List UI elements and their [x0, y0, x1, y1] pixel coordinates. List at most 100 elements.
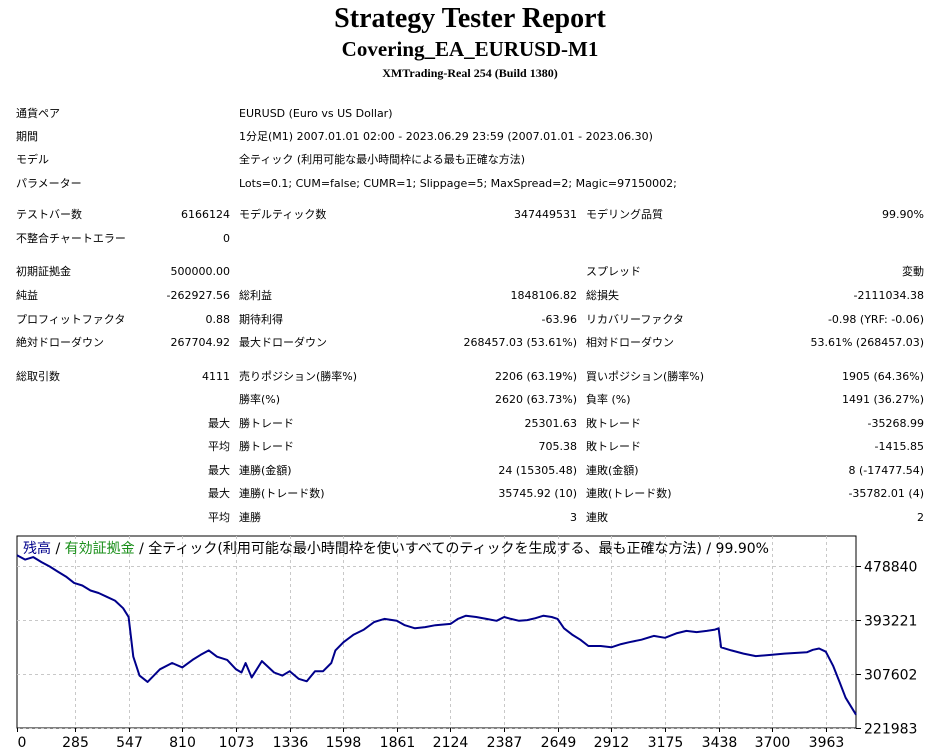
win-pct-value: 2620 (63.73%): [494, 393, 577, 406]
model-value: 全ティック (利用可能な最小時間枠による最も正確な方法): [239, 153, 526, 166]
expected-payoff-label: 期待利得: [239, 313, 283, 326]
total-trades-label: 総取引数: [16, 370, 60, 383]
x-tick-label: 2387: [487, 735, 523, 751]
avg-win-label: 勝トレード: [239, 440, 294, 453]
x-tick-label: 1598: [326, 735, 362, 751]
total-trades-value: 4111: [202, 370, 230, 383]
cons-loss-money-label: 連敗(金額): [586, 464, 639, 477]
avg-loss-label: 敗トレード: [586, 440, 641, 453]
cons-loss-money-value: 8 (-17477.54): [848, 464, 924, 477]
balance-chart: 478840 393221 307602 221983 0 285 547 810 1073 13…: [15, 534, 940, 755]
win-pct-label: 勝率(%): [239, 393, 281, 406]
loss-pct-value: 1491 (36.27%): [841, 393, 924, 406]
abs-drawdown-value: 267704.92: [170, 336, 231, 349]
x-tick-label: 1073: [219, 735, 255, 751]
recovery-factor-label: リカバリーファクタ: [586, 313, 684, 326]
balance-chart-svg: 478840 393221 307602 221983 0 285 547 810 1073 13…: [16, 535, 917, 751]
deposit-label: 初期証拠金: [16, 265, 71, 278]
period-value: 1分足(M1) 2007.01.01 02:00 - 2023.06.29 23…: [239, 130, 653, 143]
rel-drawdown-label: 相対ドローダウン: [586, 336, 674, 349]
cons-loss-count-label: 連敗(トレード数): [586, 487, 672, 500]
abs-drawdown-label: 絶対ドローダウン: [16, 336, 104, 349]
average-word: 平均: [208, 440, 230, 453]
profit-factor-label: プロフィットファクタ: [16, 313, 126, 326]
x-tick-label: 3175: [648, 735, 684, 751]
legend-description: / 全ティック(利用可能な最小時間枠を使いすべてのティックを生成する、最も正確な…: [134, 541, 769, 557]
x-tick-label: 285: [62, 735, 89, 751]
max-drawdown-label: 最大ドローダウン: [239, 336, 327, 349]
max-word-3: 最大: [208, 487, 230, 500]
largest-loss-value: -35268.99: [867, 417, 924, 430]
parameters-label: パラメーター: [16, 177, 82, 190]
y-tick-label: 478840: [864, 560, 917, 576]
profit-factor-value: 0.88: [205, 313, 231, 326]
period-label: 期間: [16, 130, 38, 143]
legend-separator: /: [51, 541, 65, 557]
balance-line: [16, 554, 857, 716]
gross-profit-label: 総利益: [239, 289, 272, 302]
avg-cons-win-value: 3: [570, 511, 577, 524]
gross-loss-value: -2111034.38: [853, 289, 924, 302]
x-tick-label: 2912: [594, 735, 630, 751]
server-build: XMTrading-Real 254 (Build 1380): [382, 66, 558, 80]
legend-equity: 有効証拠金: [64, 541, 135, 557]
largest-win-value: 25301.63: [524, 417, 578, 430]
expected-payoff-value: -63.96: [541, 313, 577, 326]
y-tick-label: 393221: [864, 614, 917, 630]
short-positions-label: 売りポジション(勝率%): [239, 370, 358, 383]
x-tick-label: 1336: [273, 735, 309, 751]
deposit-value: 500000.00: [170, 265, 231, 278]
symbol-value: EURUSD (Euro vs US Dollar): [239, 107, 393, 120]
largest-win-label: 勝トレード: [239, 417, 294, 430]
cons-win-count-label: 連勝(トレード数): [239, 487, 325, 500]
parameters-value: Lots=0.1; CUM=false; CUMR=1; Slippage=5;…: [239, 177, 677, 190]
avg-cons-loss-label: 連敗: [586, 511, 608, 524]
gross-profit-value: 1848106.82: [510, 289, 577, 302]
max-drawdown-value: 268457.03 (53.61%): [463, 336, 577, 349]
long-positions-label: 買いポジション(勝率%): [586, 370, 705, 383]
spread-value: 変動: [902, 265, 924, 278]
x-tick-label: 1861: [380, 735, 416, 751]
x-tick-label: 3438: [702, 735, 738, 751]
rel-drawdown-value: 53.61% (268457.03): [810, 336, 924, 349]
largest-loss-label: 敗トレード: [586, 417, 641, 430]
x-tick-label: 3700: [755, 735, 791, 751]
bars-label: テストバー数: [16, 208, 82, 221]
mismatch-label: 不整合チャートエラー: [16, 232, 126, 245]
quality-label: モデリング品質: [586, 208, 663, 221]
ea-name: Covering_EA_EURUSD-M1: [341, 37, 599, 61]
quality-value: 99.90%: [882, 208, 924, 221]
max-word-2: 最大: [208, 464, 230, 477]
chart-legend: 残高 / 有効証拠金 / 全ティック(利用可能な最小時間枠を使いすべてのティック…: [23, 541, 769, 557]
loss-pct-label: 負率 (%): [586, 393, 631, 406]
legend-balance: 残高: [23, 541, 51, 557]
symbol-label: 通貨ペア: [16, 107, 60, 120]
cons-win-money-label: 連勝(金額): [239, 464, 292, 477]
bars-value: 6166124: [181, 208, 230, 221]
net-profit-value: -262927.56: [166, 289, 230, 302]
x-tick-label: 3963: [809, 735, 845, 751]
avg-cons-loss-value: 2: [917, 511, 924, 524]
avg-win-value: 705.38: [538, 440, 578, 453]
spread-label: スプレッド: [586, 265, 641, 278]
gross-loss-label: 総損失: [586, 289, 619, 302]
x-tick-label: 0: [18, 735, 27, 751]
x-tick-label: 2649: [541, 735, 577, 751]
y-tick-label: 307602: [864, 668, 917, 684]
net-profit-label: 純益: [16, 289, 38, 302]
model-label: モデル: [16, 153, 49, 166]
largest-word: 最大: [208, 417, 230, 430]
average-word-2: 平均: [208, 511, 230, 524]
plot-frame: [16, 535, 857, 729]
x-tick-label: 810: [169, 735, 196, 751]
x-tick-label: 2124: [433, 735, 469, 751]
cons-win-count-value: 35745.92 (10): [498, 487, 577, 500]
avg-cons-win-label: 連勝: [239, 511, 261, 524]
mismatch-value: 0: [223, 232, 230, 245]
avg-loss-value: -1415.85: [874, 440, 924, 453]
cons-win-money-value: 24 (15305.48): [498, 464, 577, 477]
long-positions-value: 1905 (64.36%): [841, 370, 924, 383]
x-tick-label: 547: [116, 735, 143, 751]
recovery-factor-value: -0.98 (YRF: -0.06): [827, 313, 924, 326]
short-positions-value: 2206 (63.19%): [494, 370, 577, 383]
